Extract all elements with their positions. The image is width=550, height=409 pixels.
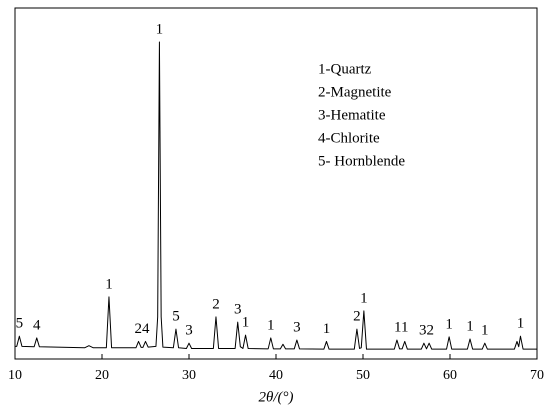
peak-label: 1: [156, 21, 164, 37]
peak-label: 2: [353, 309, 361, 325]
peak-label: 4: [33, 317, 41, 333]
peak-label: 3: [185, 323, 193, 339]
peak-label: 32: [419, 323, 434, 339]
peak-label: 5: [16, 316, 24, 332]
peak-label: 1: [517, 316, 525, 332]
peak-label: 11: [394, 319, 408, 335]
legend-entry: 3-Hematite: [318, 107, 386, 123]
peak-label: 1: [242, 315, 250, 331]
legend-entry: 1-Quartz: [318, 61, 372, 77]
peak-label: 1: [360, 290, 368, 306]
legend-entry: 2-Magnetite: [318, 84, 392, 100]
xrd-line: [15, 41, 537, 350]
plot-frame: [14, 7, 538, 360]
x-tick-label: 20: [95, 368, 109, 383]
peak-label: 5: [172, 309, 180, 325]
x-tick-label: 10: [8, 368, 22, 383]
peak-label: 1: [267, 317, 275, 333]
x-axis-label: 2θ/(°): [258, 389, 293, 405]
peak-label: 3: [234, 302, 242, 318]
x-tick-label: 40: [269, 368, 283, 383]
peak-label: 3: [293, 319, 301, 335]
peak-label: 1: [323, 321, 331, 337]
legend-entry: 5- Hornblende: [318, 153, 405, 169]
x-tick-label: 70: [530, 368, 544, 383]
peak-label: 1: [445, 316, 453, 332]
peak-label: 1: [105, 276, 113, 292]
peak-label: 24: [135, 321, 151, 337]
x-tick-label: 50: [356, 368, 370, 383]
legend-entry: 4-Chlorite: [318, 130, 380, 146]
x-tick-label: 60: [443, 368, 457, 383]
peak-label: 1: [466, 318, 474, 334]
peak-label: 1: [481, 323, 489, 339]
peak-label: 2: [212, 296, 220, 312]
x-tick-label: 30: [182, 368, 196, 383]
